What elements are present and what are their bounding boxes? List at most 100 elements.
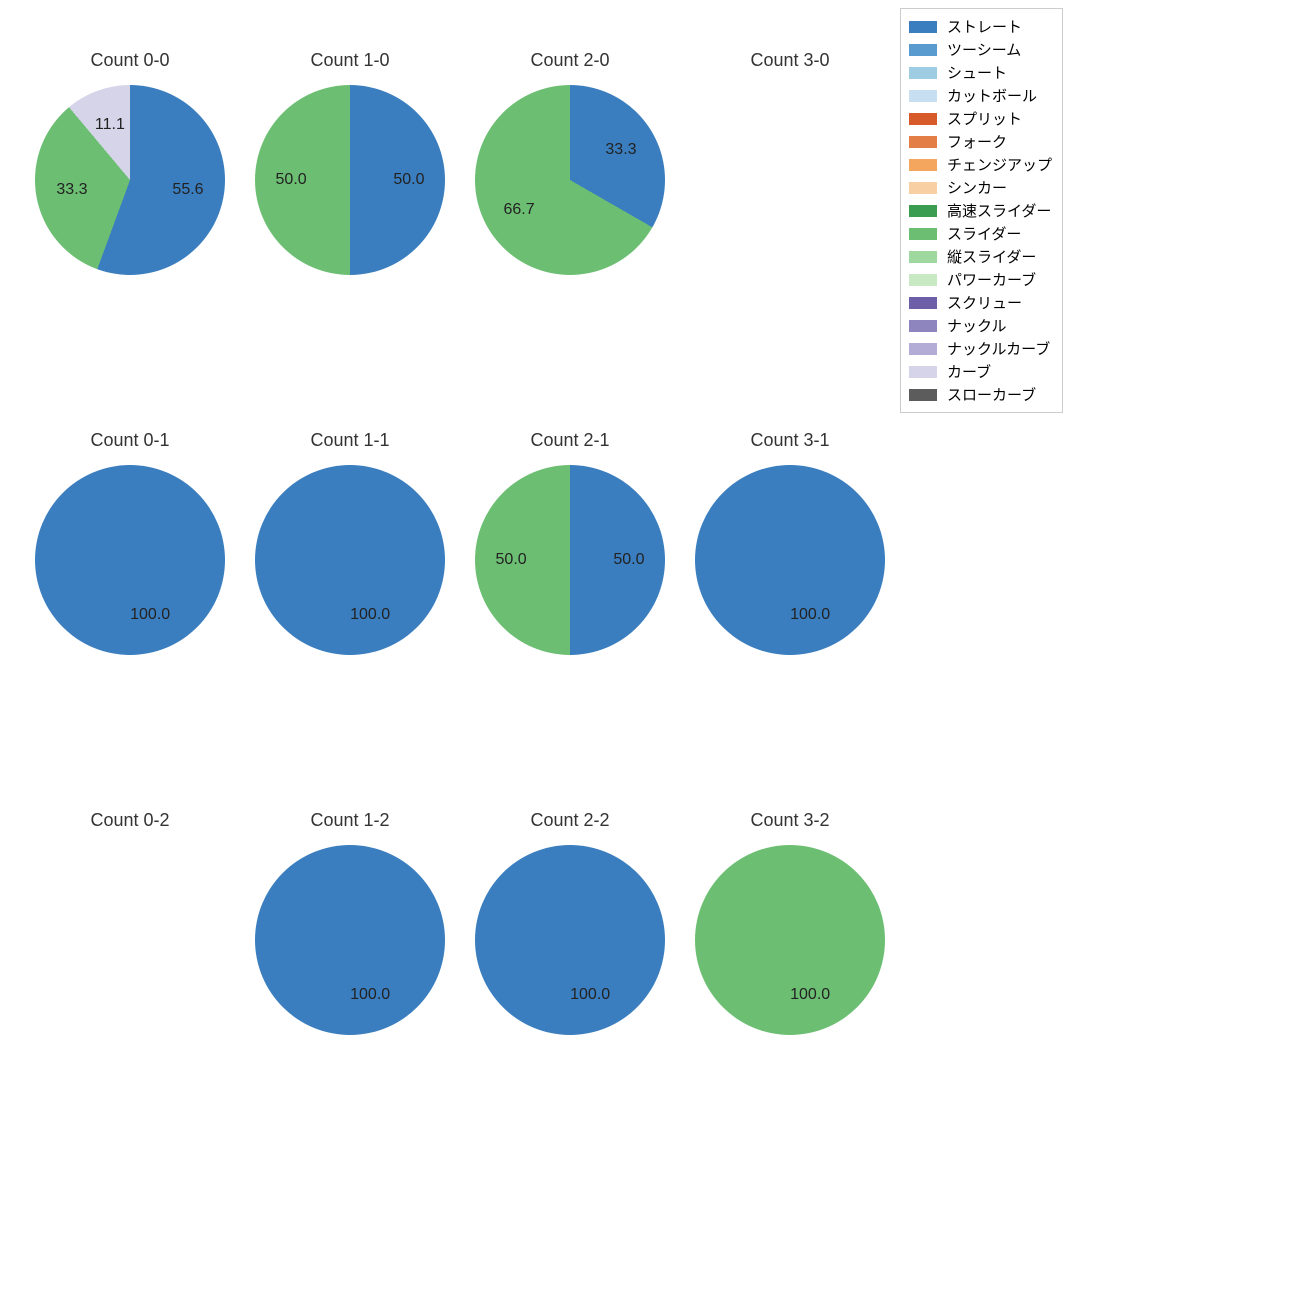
legend-swatch [909,274,937,286]
chart-title: Count 2-2 [460,810,680,831]
pie-wrap: 100.0 [695,845,885,1035]
pie-chart: Count 0-1 100.0 [20,430,240,655]
legend-swatch [909,136,937,148]
legend-row: フォーク [909,130,1052,153]
pie-wrap: 100.0 [255,465,445,655]
legend-label: スローカーブ [947,384,1036,405]
pie-chart: Count 1-2 100.0 [240,810,460,1035]
slice-label: 100.0 [570,986,610,1004]
chart-title: Count 3-0 [680,50,900,71]
legend-label: カットボール [947,85,1037,106]
slice-label: 100.0 [350,606,390,624]
slice-label: 11.1 [95,116,125,134]
chart-canvas: Count 0-055.633.311.1Count 1-050.050.0Co… [0,0,1300,1300]
pie-wrap: 55.6 33.3 11.1 [35,85,225,275]
legend-label: スクリュー [947,292,1022,313]
legend-row: パワーカーブ [909,268,1052,291]
legend-row: チェンジアップ [909,153,1052,176]
slice-label: 33.3 [56,181,87,199]
pie [695,845,885,1035]
legend-row: カットボール [909,84,1052,107]
legend-row: ツーシーム [909,38,1052,61]
legend-swatch [909,366,937,378]
legend-row: スローカーブ [909,383,1052,406]
legend-label: ナックルカーブ [947,338,1050,359]
chart-title: Count 1-1 [240,430,460,451]
chart-title: Count 0-0 [20,50,240,71]
pie-chart: Count 2-2 100.0 [460,810,680,1035]
legend-row: スライダー [909,222,1052,245]
legend-row: シュート [909,61,1052,84]
legend-swatch [909,44,937,56]
legend-label: スライダー [947,223,1021,244]
legend-label: ナックル [947,315,1007,336]
legend-label: ストレート [947,16,1022,37]
legend-label: パワーカーブ [947,269,1036,290]
chart-title: Count 0-2 [20,810,240,831]
legend-swatch [909,182,937,194]
slice-label: 100.0 [130,606,170,624]
legend-label: 縦スライダー [947,246,1036,267]
pie-wrap [695,85,885,275]
legend-row: ナックル [909,314,1052,337]
slice-label: 55.6 [172,181,203,199]
pie-wrap: 50.050.0 [255,85,445,275]
legend-row: カーブ [909,360,1052,383]
pie [35,85,225,275]
pie-wrap: 50.050.0 [475,465,665,655]
pie-wrap: 100.0 [255,845,445,1035]
slice-label: 50.0 [496,551,527,569]
legend-swatch [909,228,937,240]
chart-title: Count 3-2 [680,810,900,831]
pie-chart: Count 1-0 50.050.0 [240,50,460,275]
legend-row: スプリット [909,107,1052,130]
legend-label: シンカー [947,177,1007,198]
legend-label: チェンジアップ [947,154,1052,175]
slice-label: 100.0 [350,986,390,1004]
slice-label: 100.0 [790,606,830,624]
legend-swatch [909,159,937,171]
pie-chart: Count 3-0 [680,50,900,275]
legend-row: ストレート [909,15,1052,38]
pie [695,465,885,655]
legend-label: 高速スライダー [947,200,1051,221]
legend-label: カーブ [947,361,991,382]
legend-row: 高速スライダー [909,199,1052,222]
legend-label: フォーク [947,131,1007,152]
slice-label: 33.3 [605,141,636,159]
slice-label: 100.0 [790,986,830,1004]
legend-swatch [909,205,937,217]
legend-swatch [909,320,937,332]
pie-chart: Count 3-2 100.0 [680,810,900,1035]
pie-chart: Count 1-1 100.0 [240,430,460,655]
legend-swatch [909,21,937,33]
legend-swatch [909,297,937,309]
legend-swatch [909,113,937,125]
legend-swatch [909,90,937,102]
legend: ストレートツーシームシュートカットボールスプリットフォークチェンジアップシンカー… [900,8,1063,413]
legend-swatch [909,67,937,79]
chart-title: Count 3-1 [680,430,900,451]
legend-row: スクリュー [909,291,1052,314]
pie-wrap: 100.0 [695,465,885,655]
pie-chart: Count 3-1 100.0 [680,430,900,655]
legend-label: ツーシーム [947,39,1021,60]
legend-swatch [909,251,937,263]
legend-row: ナックルカーブ [909,337,1052,360]
slice-label: 50.0 [276,171,307,189]
legend-row: シンカー [909,176,1052,199]
pie [475,85,665,275]
legend-swatch [909,389,937,401]
pie-wrap: 33.366.7 [475,85,665,275]
pie [475,845,665,1035]
chart-title: Count 0-1 [20,430,240,451]
pie-chart: Count 0-0 55.6 33.3 11.1 [20,50,240,275]
chart-title: Count 2-0 [460,50,680,71]
legend-swatch [909,343,937,355]
pie [255,465,445,655]
pie [35,465,225,655]
chart-title: Count 1-0 [240,50,460,71]
chart-title: Count 1-2 [240,810,460,831]
pie-wrap [35,845,225,1035]
pie [255,845,445,1035]
